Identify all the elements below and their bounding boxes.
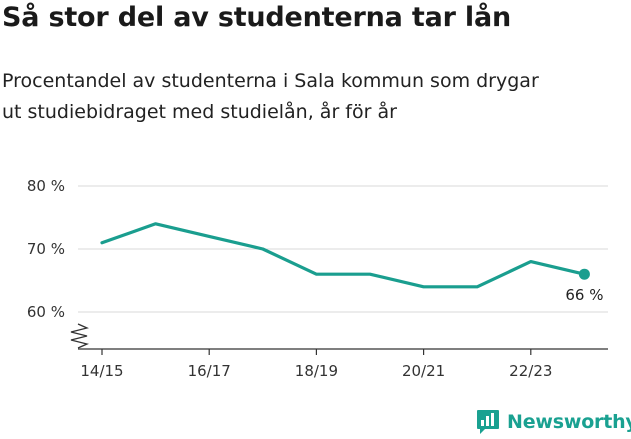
x-tick-label: 14/15	[80, 362, 123, 380]
x-tick-label: 20/21	[402, 362, 445, 380]
x-tick-label: 18/19	[295, 362, 338, 380]
series-line	[102, 224, 584, 287]
axis-break-icon	[71, 324, 87, 348]
y-tick-label: 80 %	[27, 177, 65, 195]
newsworthy-logo: Newsworthy	[476, 406, 631, 438]
end-point-marker	[579, 269, 590, 280]
x-tick-label: 22/23	[509, 362, 552, 380]
y-tick-label: 70 %	[27, 240, 65, 258]
y-tick-label: 60 %	[27, 303, 65, 321]
line-chart: 60 % 70 % 80 % 14/15 16/17 18/19 20/21 22/23 66 …	[0, 0, 631, 439]
end-value-label: 66 %	[565, 286, 603, 304]
newsworthy-logo-icon	[476, 409, 500, 435]
x-tick-label: 16/17	[188, 362, 231, 380]
newsworthy-brand: Newsworthy	[507, 411, 631, 433]
